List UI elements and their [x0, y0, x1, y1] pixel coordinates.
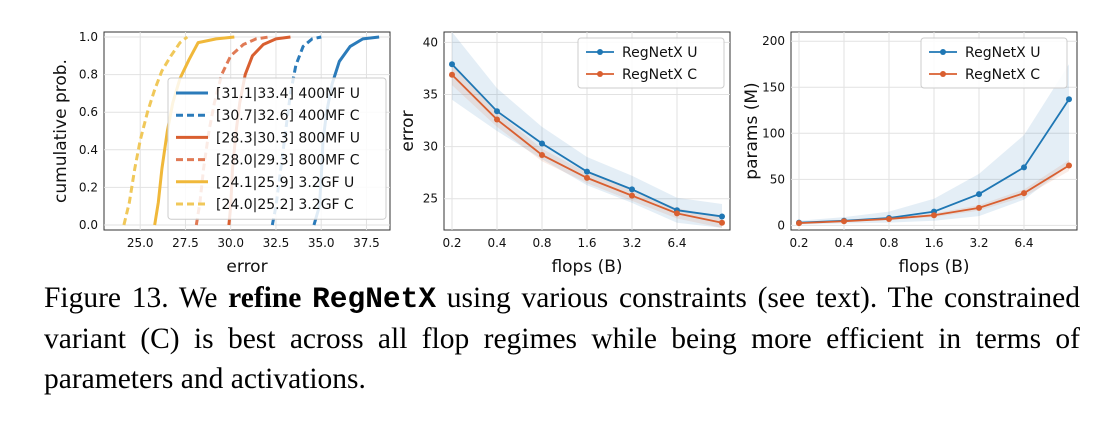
error-data-point [494, 108, 500, 115]
error-legend-box [577, 37, 725, 89]
cdf-x-tick-label: 35.0 [308, 236, 335, 250]
cdf-panel: 25.0 27.5 30.0 32.5 35.0 37.5 0.0 0.2 0.4 0.6 0.8… [51, 30, 391, 277]
params-data-point [796, 220, 802, 227]
figure-caption: Figure 13. We refine RegNetX using vario… [44, 278, 1080, 399]
params-y-tick-label: 50 [770, 172, 785, 186]
params-x-tick-label: 0.8 [879, 236, 898, 250]
params-legend: RegNetX U RegNetX C [920, 37, 1068, 89]
params-data-point [1066, 162, 1072, 169]
cdf-y-tick-label: 1.0 [79, 30, 98, 44]
error-data-point [629, 186, 635, 193]
params-panel: 0.2 0.4 0.8 1.6 3.2 6.4 0 50 100 150 200 flops (B… [742, 31, 1078, 277]
params-legend-box [920, 37, 1068, 89]
error-x-tick-label: 0.8 [532, 236, 551, 250]
params-x-tick-label: 3.2 [969, 236, 988, 250]
cdf-legend-label: [31.1|33.4] 400MF U [216, 86, 360, 102]
cdf-series-line [122, 35, 189, 226]
error-data-point [449, 71, 455, 78]
cdf-y-tick-label: 0.2 [79, 180, 98, 194]
params-data-point [976, 204, 982, 211]
params-legend-marker [940, 49, 946, 55]
error-panel: 0.2 0.4 0.8 1.6 3.2 6.4 25 30 35 40 flops (B) er… [398, 31, 731, 277]
error-x-axis-label: flops (B) [551, 257, 622, 277]
params-data-point [1021, 164, 1027, 171]
error-legend-marker [597, 49, 603, 55]
params-data-point [931, 212, 937, 219]
params-data-point [1021, 190, 1027, 197]
error-x-tick-label: 3.2 [622, 236, 641, 250]
cdf-y-tick-label: 0.8 [79, 68, 98, 82]
params-x-tick-label: 0.4 [834, 236, 853, 250]
caption-bold-word: refine [228, 282, 302, 314]
error-legend: RegNetX U RegNetX C [577, 37, 725, 89]
cdf-x-tick-label: 32.5 [263, 236, 290, 250]
error-y-axis-label: error [398, 110, 418, 151]
cdf-legend-label: [24.0|25.2] 3.2GF C [216, 197, 354, 213]
error-y-tick-label: 25 [423, 192, 438, 206]
error-x-tick-label: 0.4 [487, 236, 506, 250]
params-data-point [976, 191, 982, 198]
caption-text: using various constraints (see text). Th… [44, 282, 1081, 395]
cdf-legend-label: [28.0|29.3] 800MF C [216, 153, 360, 169]
cdf-y-axis-label: cumulative prob. [51, 59, 71, 203]
error-data-point [674, 210, 680, 217]
params-data-point [886, 215, 892, 222]
params-x-tick-label: 6.4 [1014, 236, 1033, 250]
error-data-point [539, 140, 545, 147]
error-series-band [452, 32, 722, 228]
error-data-point [539, 151, 545, 158]
cdf-x-tick-label: 30.0 [217, 236, 244, 250]
cdf-x-tick-label: 37.5 [353, 236, 380, 250]
error-x-tick-label: 1.6 [577, 236, 596, 250]
error-y-tick-label: 40 [423, 35, 438, 49]
caption-mono-word: RegNetX [312, 282, 437, 316]
params-y-tick-label: 0 [777, 218, 785, 232]
params-data-point [1066, 96, 1072, 103]
error-legend-marker [597, 71, 603, 77]
error-data-point [494, 116, 500, 123]
cdf-legend: [31.1|33.4] 400MF U [30.7|32.6] 400MF C [2… [167, 77, 387, 220]
cdf-y-tick-label: 0.0 [79, 218, 98, 232]
error-y-tick-label: 30 [423, 140, 438, 154]
error-data-point [584, 174, 590, 181]
params-x-tick-label: 1.6 [924, 236, 943, 250]
cdf-legend-label: [30.7|32.6] 400MF C [216, 108, 360, 124]
params-y-axis-label: params (M) [742, 82, 762, 179]
cdf-y-tick-label: 0.6 [79, 105, 98, 119]
error-data-point [629, 192, 635, 199]
caption-label: Figure 13. We [44, 282, 229, 314]
error-legend-label: RegNetX U [622, 45, 697, 61]
error-legend-label: RegNetX C [622, 67, 697, 83]
params-y-tick-label: 200 [762, 34, 785, 48]
params-legend-label: RegNetX C [965, 67, 1040, 83]
error-x-tick-label: 6.4 [667, 236, 686, 250]
figure: 25.0 27.5 30.0 32.5 35.0 37.5 0.0 0.2 0.4 0.6 0.8… [51, 30, 1078, 277]
params-legend-label: RegNetX U [965, 45, 1040, 61]
params-legend-marker [940, 71, 946, 77]
error-data-point [719, 213, 725, 220]
cdf-x-tick-label: 27.5 [172, 236, 199, 250]
params-data-point [841, 218, 847, 225]
params-y-tick-label: 150 [762, 80, 785, 94]
params-series-band [799, 64, 1069, 225]
error-data-point [449, 61, 455, 68]
error-x-tick-label: 0.2 [442, 236, 461, 250]
params-x-tick-label: 0.2 [789, 236, 808, 250]
cdf-legend-label: [24.1|25.9] 3.2GF U [216, 175, 354, 191]
cdf-legend-box [167, 77, 387, 220]
cdf-legend-label: [28.3|30.3] 800MF U [216, 130, 360, 146]
cdf-x-tick-label: 25.0 [127, 236, 154, 250]
params-y-tick-label: 100 [762, 126, 785, 140]
error-data-point [719, 219, 725, 226]
cdf-y-tick-label: 0.4 [79, 143, 98, 157]
error-data-point [584, 168, 590, 175]
error-y-tick-label: 35 [423, 88, 438, 102]
cdf-x-axis-label: error [226, 257, 267, 277]
params-x-axis-label: flops (B) [898, 257, 969, 277]
